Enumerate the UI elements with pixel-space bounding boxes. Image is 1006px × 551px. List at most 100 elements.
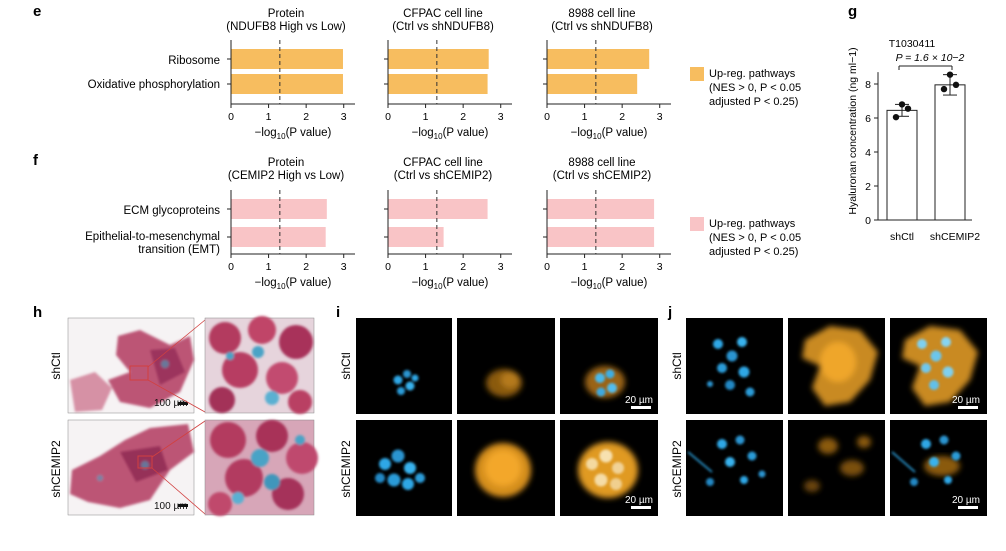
x-tick-label: 3 xyxy=(657,111,663,123)
panel-letter-i: i xyxy=(336,304,340,321)
x-tick-label: 2 xyxy=(303,261,309,273)
scale-bar-label: 100 µm xyxy=(154,501,188,512)
legend-line1: Up-reg. pathways xyxy=(709,218,796,230)
scale-bar xyxy=(958,406,978,409)
y-tick-label: 0 xyxy=(865,215,871,227)
panel-letter-e: e xyxy=(33,3,41,20)
row-label-shctl: shCtl xyxy=(339,352,353,379)
category-label-shctl: shCtl xyxy=(890,231,914,243)
x-tick-label: 1 xyxy=(582,261,588,273)
subplot-title-line2: (CEMIP2 High vs Low) xyxy=(228,170,344,182)
x-tick-label: 2 xyxy=(460,111,466,123)
data-point xyxy=(904,105,912,112)
legend-line2: (NES > 0, P < 0.05 xyxy=(709,232,801,244)
x-axis-label: −log10(P value) xyxy=(255,127,332,141)
x-tick-label: 1 xyxy=(423,111,429,123)
bar-e-0-1 xyxy=(231,74,343,94)
row-label-shcemip2: shCEMIP2 xyxy=(49,440,63,498)
subplot-title-line1: CFPAC cell line xyxy=(403,8,483,20)
subplot-e-8988: 8988 cell line (Ctrl vs shNDUFB8) 0 1 2 3 −l… xyxy=(543,8,671,141)
panel-letter-h: h xyxy=(33,304,42,321)
legend-swatch-pink xyxy=(690,217,704,231)
subplot-title-line2: (Ctrl vs shCEMIP2) xyxy=(394,170,493,182)
panel-h: h shCtl shCEMIP2 100 µm xyxy=(33,304,318,516)
bar-e-2-1 xyxy=(547,74,638,94)
bar-e-1-0 xyxy=(388,49,489,69)
bar-e-2-0 xyxy=(547,49,650,69)
subplot-title-line1: 8988 cell line xyxy=(568,157,635,169)
histology-overview-shcemip2: 100 µm xyxy=(67,419,195,516)
row-label-shcemip2: shCEMIP2 xyxy=(670,440,684,498)
subplot-f-cfpac: CFPAC cell line (Ctrl vs shCEMIP2) 0 1 2 3−… xyxy=(384,157,512,291)
x-tick-label: 1 xyxy=(582,111,588,123)
subplot-title-line1: Protein xyxy=(268,157,304,169)
category-label-oxphos: Oxidative phosphorylation xyxy=(88,79,220,91)
panel-g: g T1030411 P = 1.6 × 10−2 Hyaluronan con… xyxy=(847,3,980,243)
scale-bar xyxy=(178,402,188,405)
legend-e: Up-reg. pathways (NES > 0, P < 0.05 adju… xyxy=(690,67,801,108)
subplot-e-protein: Protein (NDUFB8 High vs Low) 0 1 2 3 −log10(… xyxy=(226,8,355,141)
x-axis-label: −log10(P value) xyxy=(412,127,489,141)
histology-zoom-shcemip2 xyxy=(204,419,318,516)
micrograph-i-nuclei-shctl xyxy=(356,318,452,414)
legend-f: Up-reg. pathways (NES > 0, P < 0.05 adju… xyxy=(690,217,801,258)
y-tick-label: 2 xyxy=(865,181,871,193)
zoom-box xyxy=(137,455,153,469)
legend-line1: Up-reg. pathways xyxy=(709,68,796,80)
category-label-shcemip2: shCEMIP2 xyxy=(930,231,980,243)
legend-line2: (NES > 0, P < 0.05 xyxy=(709,82,801,94)
subplot-f-protein: Protein (CEMIP2 High vs Low) 0 1 2 3 −log10(… xyxy=(227,157,355,291)
x-tick-label: 1 xyxy=(266,111,272,123)
legend-line3: adjusted P < 0.25) xyxy=(709,96,798,108)
subplot-title-line2: (Ctrl vs shNDUFB8) xyxy=(392,21,494,33)
micrograph-i-hyaluronan-shctl xyxy=(457,318,555,414)
row-label-shcemip2: shCEMIP2 xyxy=(339,440,353,498)
chart-g-title: T1030411 xyxy=(889,38,936,50)
panel-letter-g: g xyxy=(848,3,857,20)
subplot-title-line2: (Ctrl vs shCEMIP2) xyxy=(553,170,652,182)
bar-f-1-0 xyxy=(388,199,488,219)
subplot-title-line2: (Ctrl vs shNDUFB8) xyxy=(551,21,653,33)
micrograph-j-nuclei-shctl xyxy=(686,318,783,414)
chart-g-pvalue: P = 1.6 × 10−2 xyxy=(896,52,965,64)
x-tick-label: 0 xyxy=(385,261,391,273)
panel-e: e Ribosome Oxidative phosphorylation Pro… xyxy=(33,3,801,141)
data-point xyxy=(946,71,954,78)
subplot-title-line1: 8988 cell line xyxy=(568,8,635,20)
data-point xyxy=(892,113,900,121)
x-tick-label: 0 xyxy=(228,261,234,273)
x-tick-label: 1 xyxy=(266,261,272,273)
zoom-box xyxy=(129,365,149,381)
x-tick-label: 0 xyxy=(385,111,391,123)
x-tick-label: 3 xyxy=(341,261,347,273)
x-tick-label: 2 xyxy=(460,261,466,273)
scale-bar-label: 20 µm xyxy=(625,395,653,406)
panel-letter-j: j xyxy=(667,304,672,321)
scale-bar xyxy=(631,406,651,409)
category-label-ecm: ECM glycoproteins xyxy=(123,205,220,217)
chart-g-ylabel: Hyaluronan concentration (ng ml−1) xyxy=(847,47,859,214)
scale-bar-label: 100 µm xyxy=(154,398,188,409)
x-axis-label: −log10(P value) xyxy=(255,277,332,291)
panel-j: j shCtl shCEMIP2 xyxy=(667,304,987,516)
x-tick-label: 2 xyxy=(619,111,625,123)
x-tick-label: 0 xyxy=(544,261,550,273)
bar-f-1-1 xyxy=(388,227,444,247)
panel-f: f ECM glycoproteins Epithelial-to-mesenc… xyxy=(33,152,801,291)
bar-g-1 xyxy=(934,84,966,221)
row-label-shctl: shCtl xyxy=(670,352,684,379)
subplot-e-cfpac: CFPAC cell line (Ctrl vs shNDUFB8) 0 1 2 3−… xyxy=(384,8,512,141)
x-tick-label: 0 xyxy=(544,111,550,123)
category-label-ribosome: Ribosome xyxy=(168,55,220,67)
x-tick-label: 2 xyxy=(303,111,309,123)
micrograph-i-merge-shctl xyxy=(560,318,658,414)
bar-f-2-0 xyxy=(547,199,655,219)
bar-f-0-1 xyxy=(231,227,326,247)
scale-bar-label: 20 µm xyxy=(952,395,980,406)
category-label-emt-line2: transition (EMT) xyxy=(138,244,220,256)
panel-letter-f: f xyxy=(33,152,39,169)
legend-line3: adjusted P < 0.25) xyxy=(709,246,798,258)
data-point xyxy=(940,85,948,93)
y-tick-label: 4 xyxy=(865,147,871,159)
